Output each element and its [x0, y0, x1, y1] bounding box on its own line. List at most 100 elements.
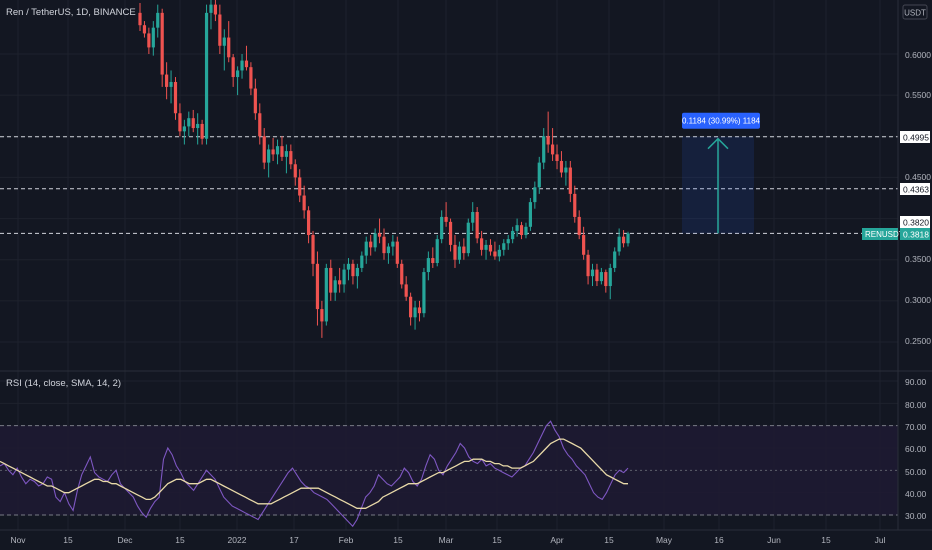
- candle-body: [138, 12, 142, 26]
- time-tick-label: Apr: [550, 535, 563, 545]
- rsi-tick-label: 40.00: [905, 489, 927, 499]
- candle-body: [213, 4, 218, 15]
- last-price-tag: [900, 228, 930, 240]
- candle-body: [182, 126, 186, 132]
- time-tick-label: Jul: [875, 535, 886, 545]
- candle-body: [173, 81, 178, 114]
- candle-body: [488, 244, 493, 252]
- candle-body: [178, 113, 182, 132]
- rsi-series: [0, 420, 629, 528]
- candle-body: [431, 258, 435, 264]
- candle-body: [333, 280, 337, 293]
- candle-body: [533, 187, 537, 203]
- candle-body: [280, 146, 284, 157]
- candle-body: [417, 307, 422, 314]
- time-tick-label: Feb: [339, 535, 354, 545]
- candle-body: [480, 238, 484, 250]
- candle-body: [608, 267, 612, 287]
- time-axis[interactable]: Nov 15 Dec 15 2022 17 Feb 15 Mar 15 Apr …: [10, 535, 885, 545]
- candle-body: [475, 211, 479, 239]
- candle-body: [142, 25, 147, 34]
- candle-body: [382, 236, 386, 254]
- time-tick-label: Dec: [117, 535, 133, 545]
- candle-body: [236, 70, 240, 78]
- candle-body: [284, 151, 288, 157]
- candle-body: [528, 202, 532, 227]
- candle-body: [165, 74, 169, 87]
- measure-label-box: [682, 112, 760, 129]
- candle-body: [440, 216, 444, 240]
- candle-body: [355, 267, 359, 277]
- candle-body: [506, 239, 510, 244]
- candle-body: [156, 12, 160, 28]
- price-tag-3820: [900, 216, 930, 228]
- candle-body: [187, 118, 191, 127]
- candle-body: [400, 263, 404, 285]
- candle-body: [311, 235, 315, 264]
- symbol-tag: [862, 228, 898, 240]
- candle-body: [391, 241, 395, 247]
- candle-body: [160, 12, 164, 75]
- candle-body: [422, 272, 426, 314]
- price-axis[interactable]: 0.6000 0.5500 0.4500 0.3500 0.3000 0.250…: [905, 50, 931, 346]
- time-tick-label: 15: [604, 535, 614, 545]
- currency-label: USDT: [904, 9, 926, 18]
- candle-body: [196, 123, 200, 129]
- candle-body: [386, 246, 391, 254]
- candle-body: [218, 14, 222, 46]
- candle-body: [590, 269, 595, 277]
- rsi-axis[interactable]: 90.00 80.00 70.00 60.00 50.00 40.00 30.0…: [905, 377, 927, 521]
- candle-body: [457, 246, 462, 260]
- measure-tool[interactable]: 0.1184 (30.99%) 1184: [682, 112, 761, 234]
- candle-body: [222, 37, 226, 46]
- price-tick-label: 0.5500: [905, 90, 931, 100]
- candle-body: [240, 60, 244, 71]
- candle-body: [502, 243, 506, 250]
- time-tick-label: 15: [821, 535, 831, 545]
- time-tick-label: 15: [492, 535, 502, 545]
- price-tick-label: 0.3500: [905, 254, 931, 264]
- rsi-title: RSI (14, close, SMA, 14, 2): [6, 378, 121, 389]
- price-tick-label: 0.2500: [905, 336, 931, 346]
- candle-body: [289, 151, 293, 165]
- last-price-label: 0.3818: [903, 230, 929, 240]
- candle-body: [466, 222, 470, 254]
- candle-body: [595, 269, 599, 282]
- candle-body: [204, 12, 209, 139]
- candle-body: [338, 280, 342, 285]
- candle-body: [448, 221, 453, 245]
- candle-body: [293, 164, 297, 178]
- candle-body: [320, 309, 324, 322]
- candle-body: [524, 226, 528, 236]
- candle-body: [302, 195, 306, 211]
- candle-body: [586, 254, 590, 277]
- candle-body: [369, 241, 373, 248]
- candle-body: [626, 233, 630, 244]
- candle-body: [231, 57, 235, 78]
- candle-body: [568, 167, 572, 194]
- time-tick-label: 16: [714, 535, 724, 545]
- candle-body: [462, 246, 466, 254]
- candle-body: [147, 33, 151, 48]
- price-tick-label: 0.6000: [905, 50, 931, 60]
- candle-body: [271, 149, 275, 155]
- candle-body: [613, 251, 617, 268]
- measure-label: 0.1184 (30.99%) 1184: [682, 117, 761, 126]
- price-tag-4995-label: 0.4995: [903, 133, 929, 143]
- candle-body: [262, 136, 266, 163]
- candle-body: [227, 37, 231, 58]
- rsi-band: [0, 425, 898, 516]
- candle-body: [444, 216, 448, 222]
- candle-body: [404, 284, 408, 297]
- candle-body: [329, 267, 333, 293]
- candle-body: [306, 210, 311, 236]
- currency-button[interactable]: [902, 4, 928, 20]
- candle-body: [471, 211, 475, 223]
- measure-arrow-head: [707, 137, 729, 150]
- candle-body: [453, 244, 457, 260]
- candle-body: [555, 154, 559, 161]
- candle-body: [191, 118, 195, 129]
- time-tick-label: 17: [289, 535, 299, 545]
- candle-body: [373, 233, 377, 248]
